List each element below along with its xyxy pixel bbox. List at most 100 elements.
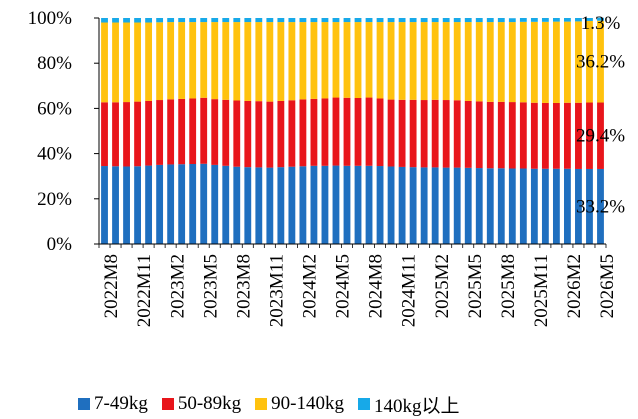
- bar-segment: [564, 102, 571, 169]
- bar-segment: [167, 18, 175, 23]
- bar-segment: [442, 100, 450, 168]
- legend-item: 7-49kg: [78, 393, 148, 415]
- x-tick-label: 2026M2: [564, 254, 585, 318]
- axes-group: [98, 18, 607, 248]
- x-tick-label: 2025M11: [531, 254, 552, 327]
- x-tick-label: 2023M2: [167, 254, 188, 318]
- bar-segment: [530, 168, 538, 244]
- bar-segment: [222, 22, 230, 100]
- bar-segment: [211, 22, 219, 100]
- bar-segment: [431, 22, 439, 100]
- bar-segment: [464, 22, 472, 101]
- bar-segment: [178, 18, 186, 23]
- bar-segment: [222, 99, 230, 166]
- bar-segment: [211, 99, 219, 165]
- bar-segment: [365, 165, 373, 244]
- bar-segment: [354, 18, 362, 23]
- bar-segment: [310, 22, 318, 99]
- bar-segment: [123, 166, 130, 244]
- legend-swatch: [78, 398, 90, 410]
- bar-segment: [365, 18, 373, 23]
- bar-segment: [233, 100, 241, 167]
- bar-segment: [575, 168, 582, 244]
- bar-segment: [244, 167, 252, 244]
- bar-segment: [189, 163, 197, 244]
- x-tick-label: 2024M2: [300, 254, 321, 318]
- bar-segment: [222, 165, 230, 244]
- legend-item: 50-89kg: [161, 393, 242, 415]
- bar-segment: [310, 18, 318, 23]
- bar-segment: [597, 20, 604, 103]
- bar-segment: [321, 165, 329, 244]
- bar-segment: [112, 18, 119, 23]
- bar-segment: [431, 18, 439, 23]
- bar-segment: [299, 99, 307, 167]
- x-tick-label: 2023M5: [200, 254, 221, 318]
- y-tick-label: 20%: [37, 189, 72, 210]
- bar-segment: [398, 22, 406, 100]
- bar-segment: [277, 22, 285, 101]
- bar-segment: [123, 22, 130, 103]
- bar-segment: [486, 22, 494, 102]
- bar-segment: [508, 18, 516, 23]
- bar-segment: [112, 166, 119, 244]
- bar-segment: [200, 97, 208, 164]
- x-tick-label: 2024M8: [366, 254, 387, 318]
- bar-segment: [497, 18, 505, 23]
- legend-label: 140kg以上: [373, 395, 460, 417]
- bar-segment: [597, 102, 604, 169]
- bar-segment: [167, 164, 175, 244]
- bar-segment: [497, 22, 505, 102]
- bar-segment: [332, 22, 340, 98]
- bar-segment: [409, 22, 417, 100]
- bar-segment: [277, 18, 285, 23]
- bar-segment: [453, 22, 461, 101]
- bar-segment: [101, 22, 108, 103]
- bar-segment: [376, 166, 384, 244]
- bar-segment: [321, 18, 329, 23]
- bar-segment: [343, 18, 351, 23]
- bar-segment: [453, 18, 461, 23]
- bar-segment: [475, 22, 483, 102]
- data-label: 36.2%: [576, 52, 625, 73]
- bar-segment: [575, 21, 582, 103]
- bar-segment: [266, 22, 274, 102]
- bar-segment: [189, 98, 197, 164]
- bar-segment: [332, 165, 340, 244]
- bar-segment: [431, 167, 439, 244]
- bar-segment: [332, 97, 340, 166]
- legend-swatch: [161, 398, 174, 410]
- bar-segment: [398, 99, 406, 167]
- bar-segment: [442, 22, 450, 101]
- bar-segment: [575, 18, 582, 22]
- legend-swatch: [255, 398, 268, 410]
- bar-segment: [552, 21, 560, 103]
- bar-segment: [222, 18, 230, 23]
- bar-segment: [420, 22, 428, 101]
- x-tick-label: 2025M2: [432, 254, 453, 318]
- bar-segment: [387, 99, 395, 167]
- bar-segment: [101, 102, 108, 167]
- bar-segment: [508, 22, 516, 103]
- bar-segment: [244, 18, 252, 23]
- bar-segment: [552, 168, 560, 244]
- data-label: 33.2%: [576, 196, 625, 217]
- bar-segment: [156, 18, 164, 23]
- bar-segment: [552, 102, 560, 169]
- bar-segment: [200, 18, 208, 23]
- bar-segment: [519, 168, 527, 244]
- bar-segment: [376, 22, 384, 99]
- y-tick-label: 60%: [37, 98, 72, 119]
- x-tick-label: 2026M5: [597, 254, 618, 318]
- bar-segment: [475, 168, 483, 244]
- bar-segment: [200, 163, 208, 244]
- bar-segment: [475, 18, 483, 23]
- bar-segment: [398, 18, 406, 23]
- bar-segment: [134, 18, 141, 23]
- bar-segment: [189, 18, 197, 23]
- bar-segment: [156, 22, 164, 101]
- bar-segment: [586, 102, 593, 169]
- bar-segment: [299, 18, 307, 23]
- bar-segment: [387, 22, 395, 100]
- legend-label: 50-89kg: [177, 393, 242, 414]
